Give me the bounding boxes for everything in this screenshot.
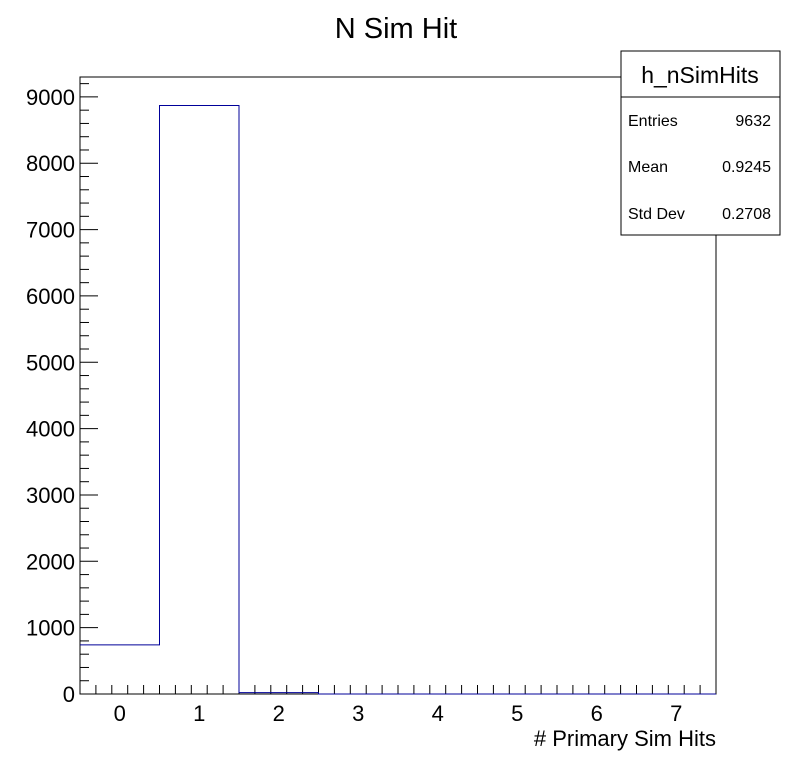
y-tick-label: 1000	[26, 616, 75, 641]
x-tick-label: 5	[511, 701, 523, 726]
y-tick-label: 2000	[26, 549, 75, 574]
y-tick-label: 9000	[26, 85, 75, 110]
histogram-bin-1	[160, 106, 240, 694]
y-tick-label: 5000	[26, 350, 75, 375]
x-tick-label: 0	[114, 701, 126, 726]
x-tick-label: 4	[432, 701, 444, 726]
y-tick-label: 8000	[26, 151, 75, 176]
stats-entries-value: 9632	[735, 113, 771, 130]
x-tick-label: 3	[352, 701, 364, 726]
y-tick-label: 3000	[26, 483, 75, 508]
y-axis-tick-labels: 0 1000 2000 3000 4000 5000 6000 7000 8000 9000	[26, 85, 75, 707]
x-axis-tick-labels: 0 1 2 3 4 5 6 7	[114, 701, 683, 726]
stats-box-frame	[620, 50, 781, 236]
x-tick-label: 2	[273, 701, 285, 726]
x-tick-label: 6	[591, 701, 603, 726]
x-tick-label: 7	[670, 701, 682, 726]
x-axis-label: # Primary Sim Hits	[534, 726, 716, 751]
histogram-series-line	[80, 105, 716, 695]
y-tick-label: 0	[63, 682, 75, 707]
histogram-bins	[80, 106, 319, 694]
stats-stddev-value: 0.2708	[722, 206, 771, 223]
stats-mean-value: 0.9245	[722, 159, 771, 176]
y-tick-label: 7000	[26, 218, 75, 243]
y-tick-label: 6000	[26, 284, 75, 309]
x-axis-ticks	[79, 685, 717, 694]
stats-entries-label: Entries	[628, 113, 678, 130]
x-tick-label: 1	[193, 701, 205, 726]
y-tick-label: 4000	[26, 417, 75, 442]
stats-box-title: h_nSimHits	[641, 62, 759, 88]
y-axis-ticks	[80, 83, 98, 695]
histogram-bin-0	[80, 645, 160, 694]
stats-mean-label: Mean	[628, 159, 668, 176]
chart-title: N Sim Hit	[335, 13, 457, 45]
stats-box: h_nSimHits Entries 9632 Mean 0.9245 Std …	[620, 50, 781, 236]
stats-stddev-label: Std Dev	[628, 206, 685, 223]
